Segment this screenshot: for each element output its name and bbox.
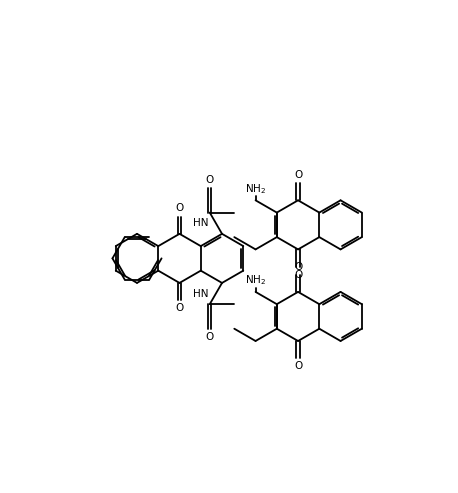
Text: O: O xyxy=(175,303,184,313)
Text: NH$_2$: NH$_2$ xyxy=(245,182,266,196)
Text: O: O xyxy=(294,262,302,272)
Text: O: O xyxy=(206,332,214,342)
Text: O: O xyxy=(206,175,214,185)
Text: O: O xyxy=(294,170,302,180)
Text: O: O xyxy=(294,270,302,280)
Text: HN: HN xyxy=(193,288,209,299)
Text: O: O xyxy=(294,361,302,371)
Text: NH$_2$: NH$_2$ xyxy=(245,273,266,287)
Text: HN: HN xyxy=(193,218,209,228)
Text: O: O xyxy=(175,204,184,213)
